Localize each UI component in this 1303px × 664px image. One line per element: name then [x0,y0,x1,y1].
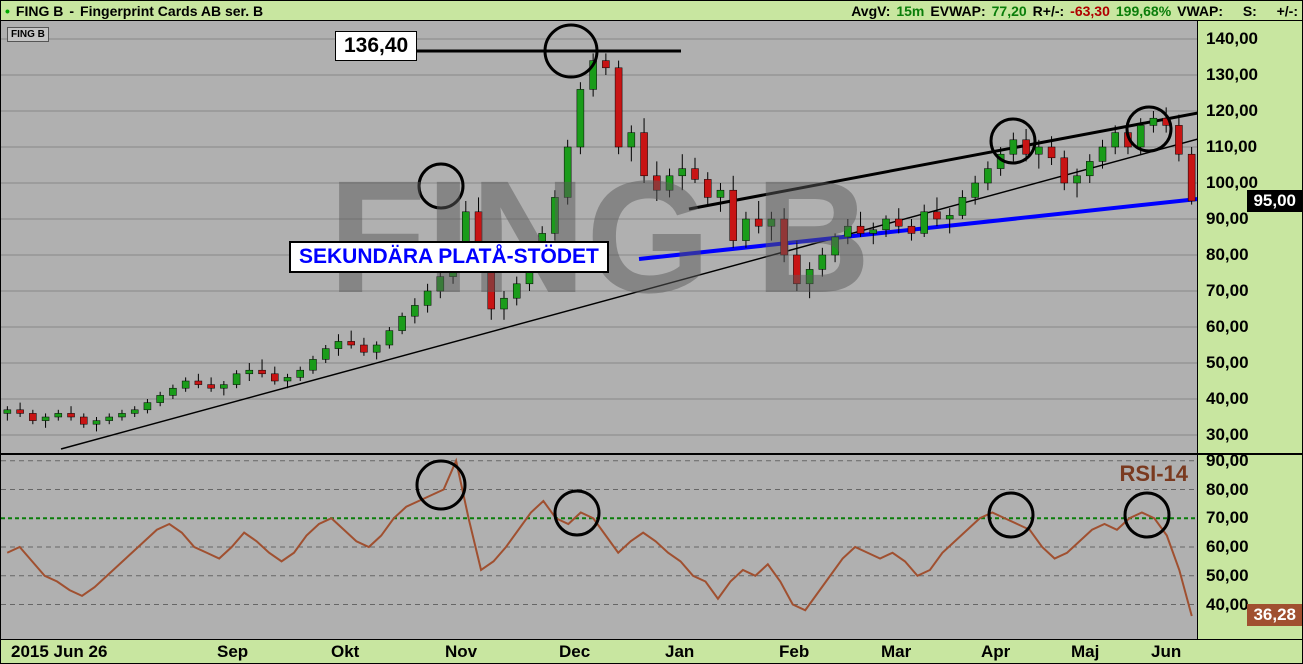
x-axis: 2015 Jun 26 Sep Okt Nov Dec Jan Feb Mar Apr Maj Ju… [1,639,1302,663]
x-tick: 2015 Jun 26 [11,642,107,662]
price-panel[interactable]: FING B FING B 136,40 SEKUNDÄRA PLATÅ-STÖ… [1,21,1198,455]
rsi-current-tag: 36,28 [1247,604,1302,626]
rsi-y-tick: 80,00 [1206,480,1249,500]
rpm-label: R+/-: [1033,3,1065,19]
price-y-tick: 140,00 [1206,29,1258,49]
s-label: S: [1243,3,1257,19]
chart-header: • FING B - Fingerprint Cards AB ser. B A… [1,1,1302,21]
x-tick: Dec [559,642,590,662]
price-y-tick: 60,00 [1206,317,1249,337]
rpm-pos: 199,68% [1116,3,1171,19]
chart-area: FING B FING B 136,40 SEKUNDÄRA PLATÅ-STÖ… [1,21,1302,639]
support-label: SEKUNDÄRA PLATÅ-STÖDET [289,241,609,273]
price-y-tick: 50,00 [1206,353,1249,373]
vwap-label: VWAP: [1177,3,1223,19]
x-tick: Sep [217,642,248,662]
rsi-y-tick: 70,00 [1206,508,1249,528]
peak-label: 136,40 [335,31,417,61]
x-tick: Apr [981,642,1010,662]
price-chart-svg [1,21,1198,453]
rsi-y-tick: 50,00 [1206,566,1249,586]
rsi-chart-svg [1,455,1198,639]
x-tick: Feb [779,642,809,662]
rsi-y-axis: 36,28 40,0050,0060,0070,0080,0090,00 [1197,455,1302,639]
security-name: Fingerprint Cards AB ser. B [80,3,263,19]
x-tick: Okt [331,642,359,662]
price-y-tick: 40,00 [1206,389,1249,409]
ticker-symbol: FING B [16,3,63,19]
price-y-tick: 130,00 [1206,65,1258,85]
rsi-y-tick: 90,00 [1206,451,1249,471]
price-y-tick: 80,00 [1206,245,1249,265]
x-tick: Jan [665,642,694,662]
price-y-tick: 120,00 [1206,101,1258,121]
rsi-title: RSI-14 [1120,461,1188,487]
x-tick: Mar [881,642,911,662]
evwap-value: 77,20 [992,3,1027,19]
chart-container: • FING B - Fingerprint Cards AB ser. B A… [0,0,1303,664]
price-y-tick: 30,00 [1206,425,1249,445]
header-stats: AvgV: 15m EVWAP: 77,20 R+/-: -63,30 199,… [851,3,1298,19]
pm-label: +/-: [1277,3,1298,19]
avgv-value: 15m [896,3,924,19]
rsi-y-tick: 60,00 [1206,537,1249,557]
rpm-neg: -63,30 [1070,3,1110,19]
price-y-tick: 90,00 [1206,209,1249,229]
ticker-dot: • [5,3,10,19]
price-y-tick: 110,00 [1206,137,1257,157]
ticker-tag: FING B [7,27,49,42]
evwap-label: EVWAP: [930,3,985,19]
x-tick: Jun [1151,642,1181,662]
current-price-tag: 95,00 [1247,190,1302,212]
price-y-tick: 70,00 [1206,281,1249,301]
rsi-panel[interactable]: RSI-14 [1,455,1198,639]
rsi-y-tick: 40,00 [1206,595,1249,615]
avgv-label: AvgV: [851,3,890,19]
price-y-axis: 95,00 30,00 40,00 50,00 60,00 70,00 80,00 90,0… [1197,21,1302,455]
x-tick: Nov [445,642,477,662]
x-tick: Maj [1071,642,1099,662]
